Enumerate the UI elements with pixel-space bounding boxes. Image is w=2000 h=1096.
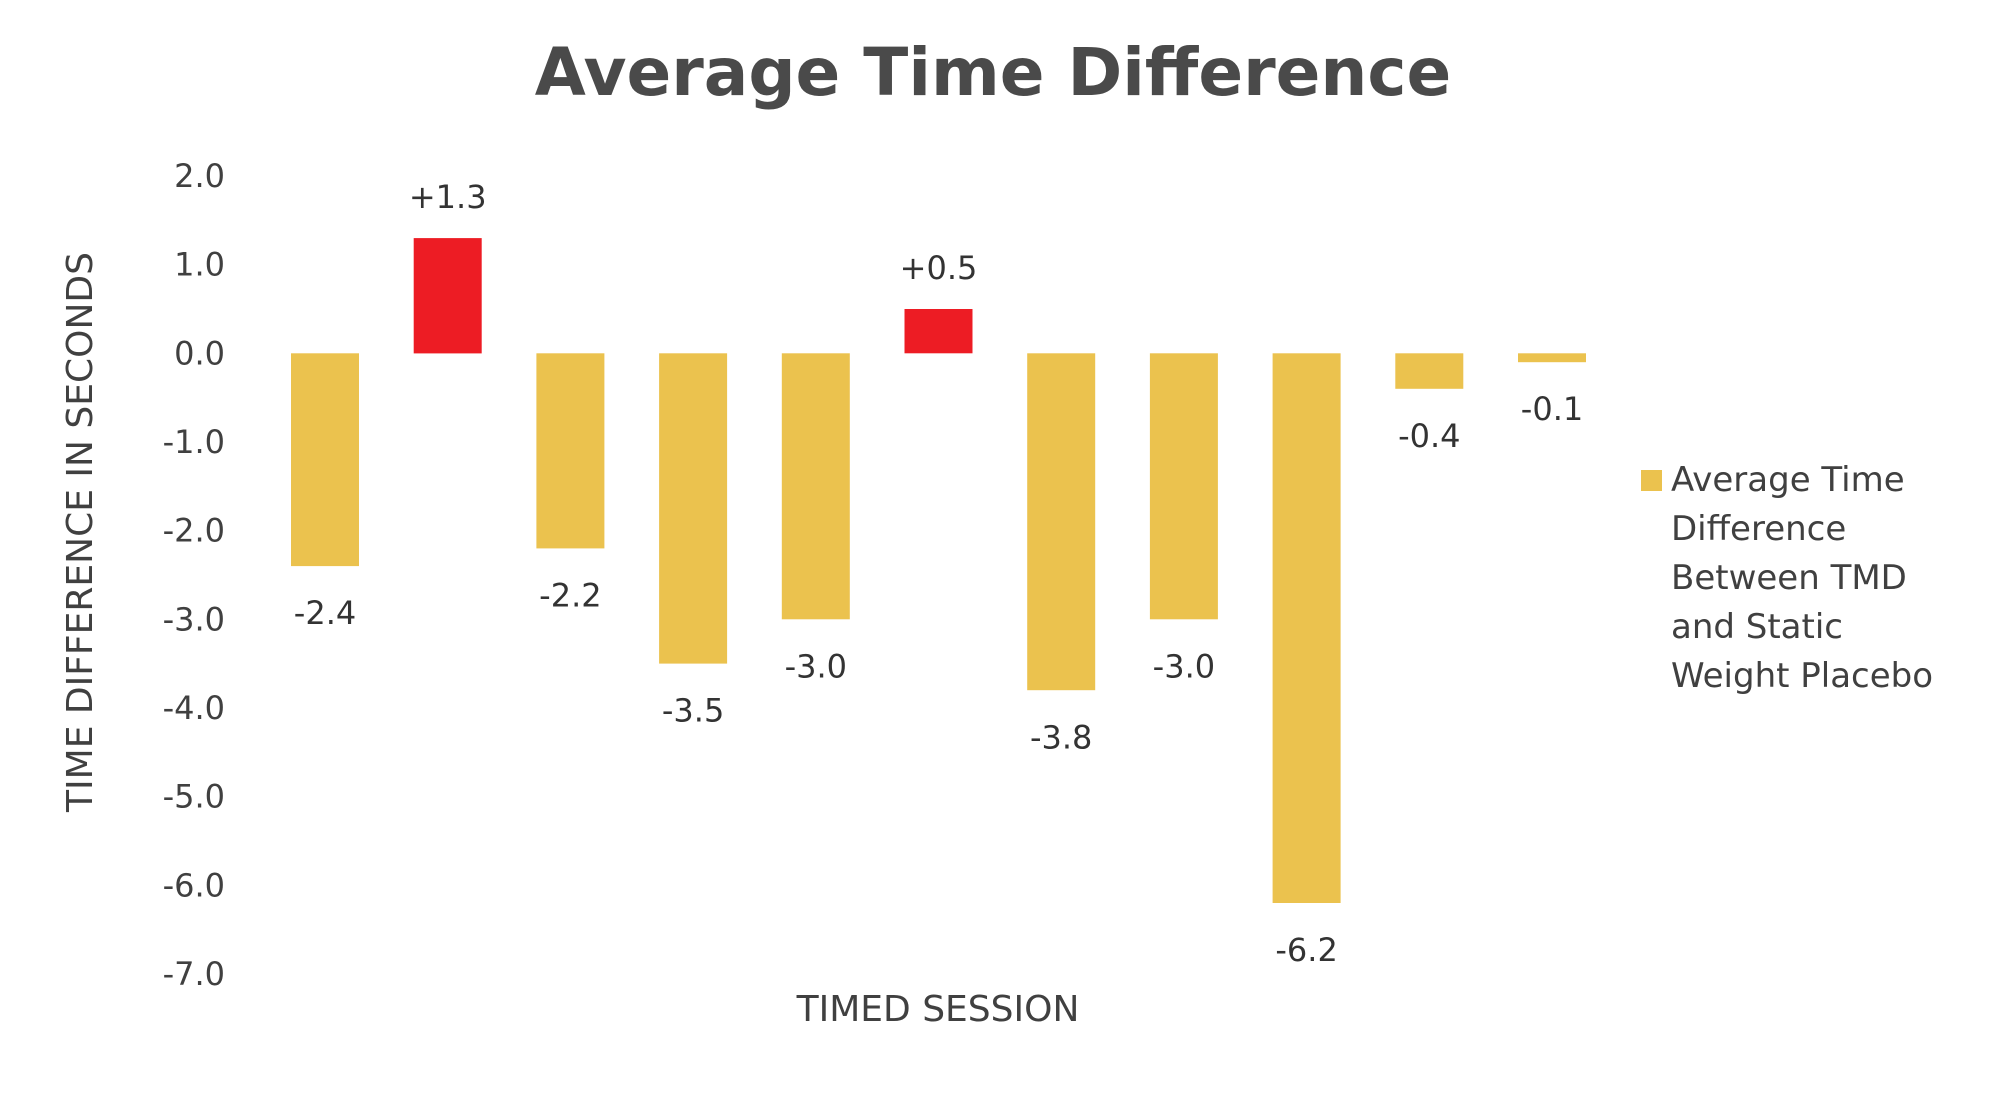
bar bbox=[1395, 353, 1464, 389]
legend-line: Average Time bbox=[1671, 460, 1905, 500]
y-tick-label: 2.0 bbox=[174, 157, 225, 195]
bars-group bbox=[291, 238, 1586, 903]
data-label: +0.5 bbox=[900, 249, 978, 287]
bar bbox=[781, 353, 850, 620]
chart-title: Average Time Difference bbox=[535, 34, 1452, 111]
x-axis-title: TIMED SESSION bbox=[796, 989, 1080, 1030]
y-axis-ticks: 2.0 1.0 0.0 -1.0 -2.0 -3.0 -4.0 -5.0 -6.0 -7.0 bbox=[163, 157, 225, 993]
data-label: -0.1 bbox=[1521, 390, 1583, 428]
data-label: -3.0 bbox=[785, 647, 847, 685]
y-axis-title: TIME DIFFERENCE IN SECONDS bbox=[60, 252, 101, 813]
y-tick-label: -7.0 bbox=[163, 955, 225, 993]
y-tick-label: -6.0 bbox=[163, 866, 225, 904]
legend-line: and Static bbox=[1671, 607, 1843, 647]
bar bbox=[291, 353, 359, 567]
legend-swatch bbox=[1641, 470, 1662, 491]
bar bbox=[1272, 353, 1341, 903]
y-tick-label: -5.0 bbox=[163, 778, 225, 816]
legend-line: Between TMD bbox=[1671, 558, 1907, 598]
data-label: -6.2 bbox=[1275, 931, 1337, 969]
y-tick-label: -2.0 bbox=[163, 512, 225, 550]
legend-line: Difference bbox=[1671, 509, 1846, 549]
data-labels-group: -2.4 +1.3 -2.2 -3.5 -3.0 +0.5 -3.8 -3.0 -6.2 -0.4… bbox=[294, 178, 1583, 969]
bar bbox=[659, 353, 728, 664]
bar bbox=[904, 309, 973, 354]
y-tick-label: 0.0 bbox=[174, 334, 225, 372]
legend-line: Weight Placebo bbox=[1671, 656, 1933, 696]
bar bbox=[536, 353, 605, 549]
data-label: -3.5 bbox=[662, 692, 724, 730]
data-label: -3.8 bbox=[1030, 718, 1092, 756]
bar bbox=[1027, 353, 1096, 691]
bar bbox=[1149, 353, 1218, 620]
data-label: -0.4 bbox=[1398, 417, 1460, 455]
bar bbox=[413, 238, 482, 354]
y-tick-label: -4.0 bbox=[163, 689, 225, 727]
y-tick-label: 1.0 bbox=[174, 246, 225, 284]
y-tick-label: -1.0 bbox=[163, 423, 225, 461]
data-label: -2.4 bbox=[294, 594, 356, 632]
y-tick-label: -3.0 bbox=[163, 600, 225, 638]
data-label: +1.3 bbox=[409, 178, 487, 216]
legend: Average Time Difference Between TMD and Sta… bbox=[1641, 460, 1933, 696]
data-label: -2.2 bbox=[539, 576, 601, 614]
data-label: -3.0 bbox=[1153, 647, 1215, 685]
bar bbox=[1518, 353, 1586, 363]
legend-entry-label: Average Time Difference Between TMD and Sta… bbox=[1671, 460, 1933, 696]
